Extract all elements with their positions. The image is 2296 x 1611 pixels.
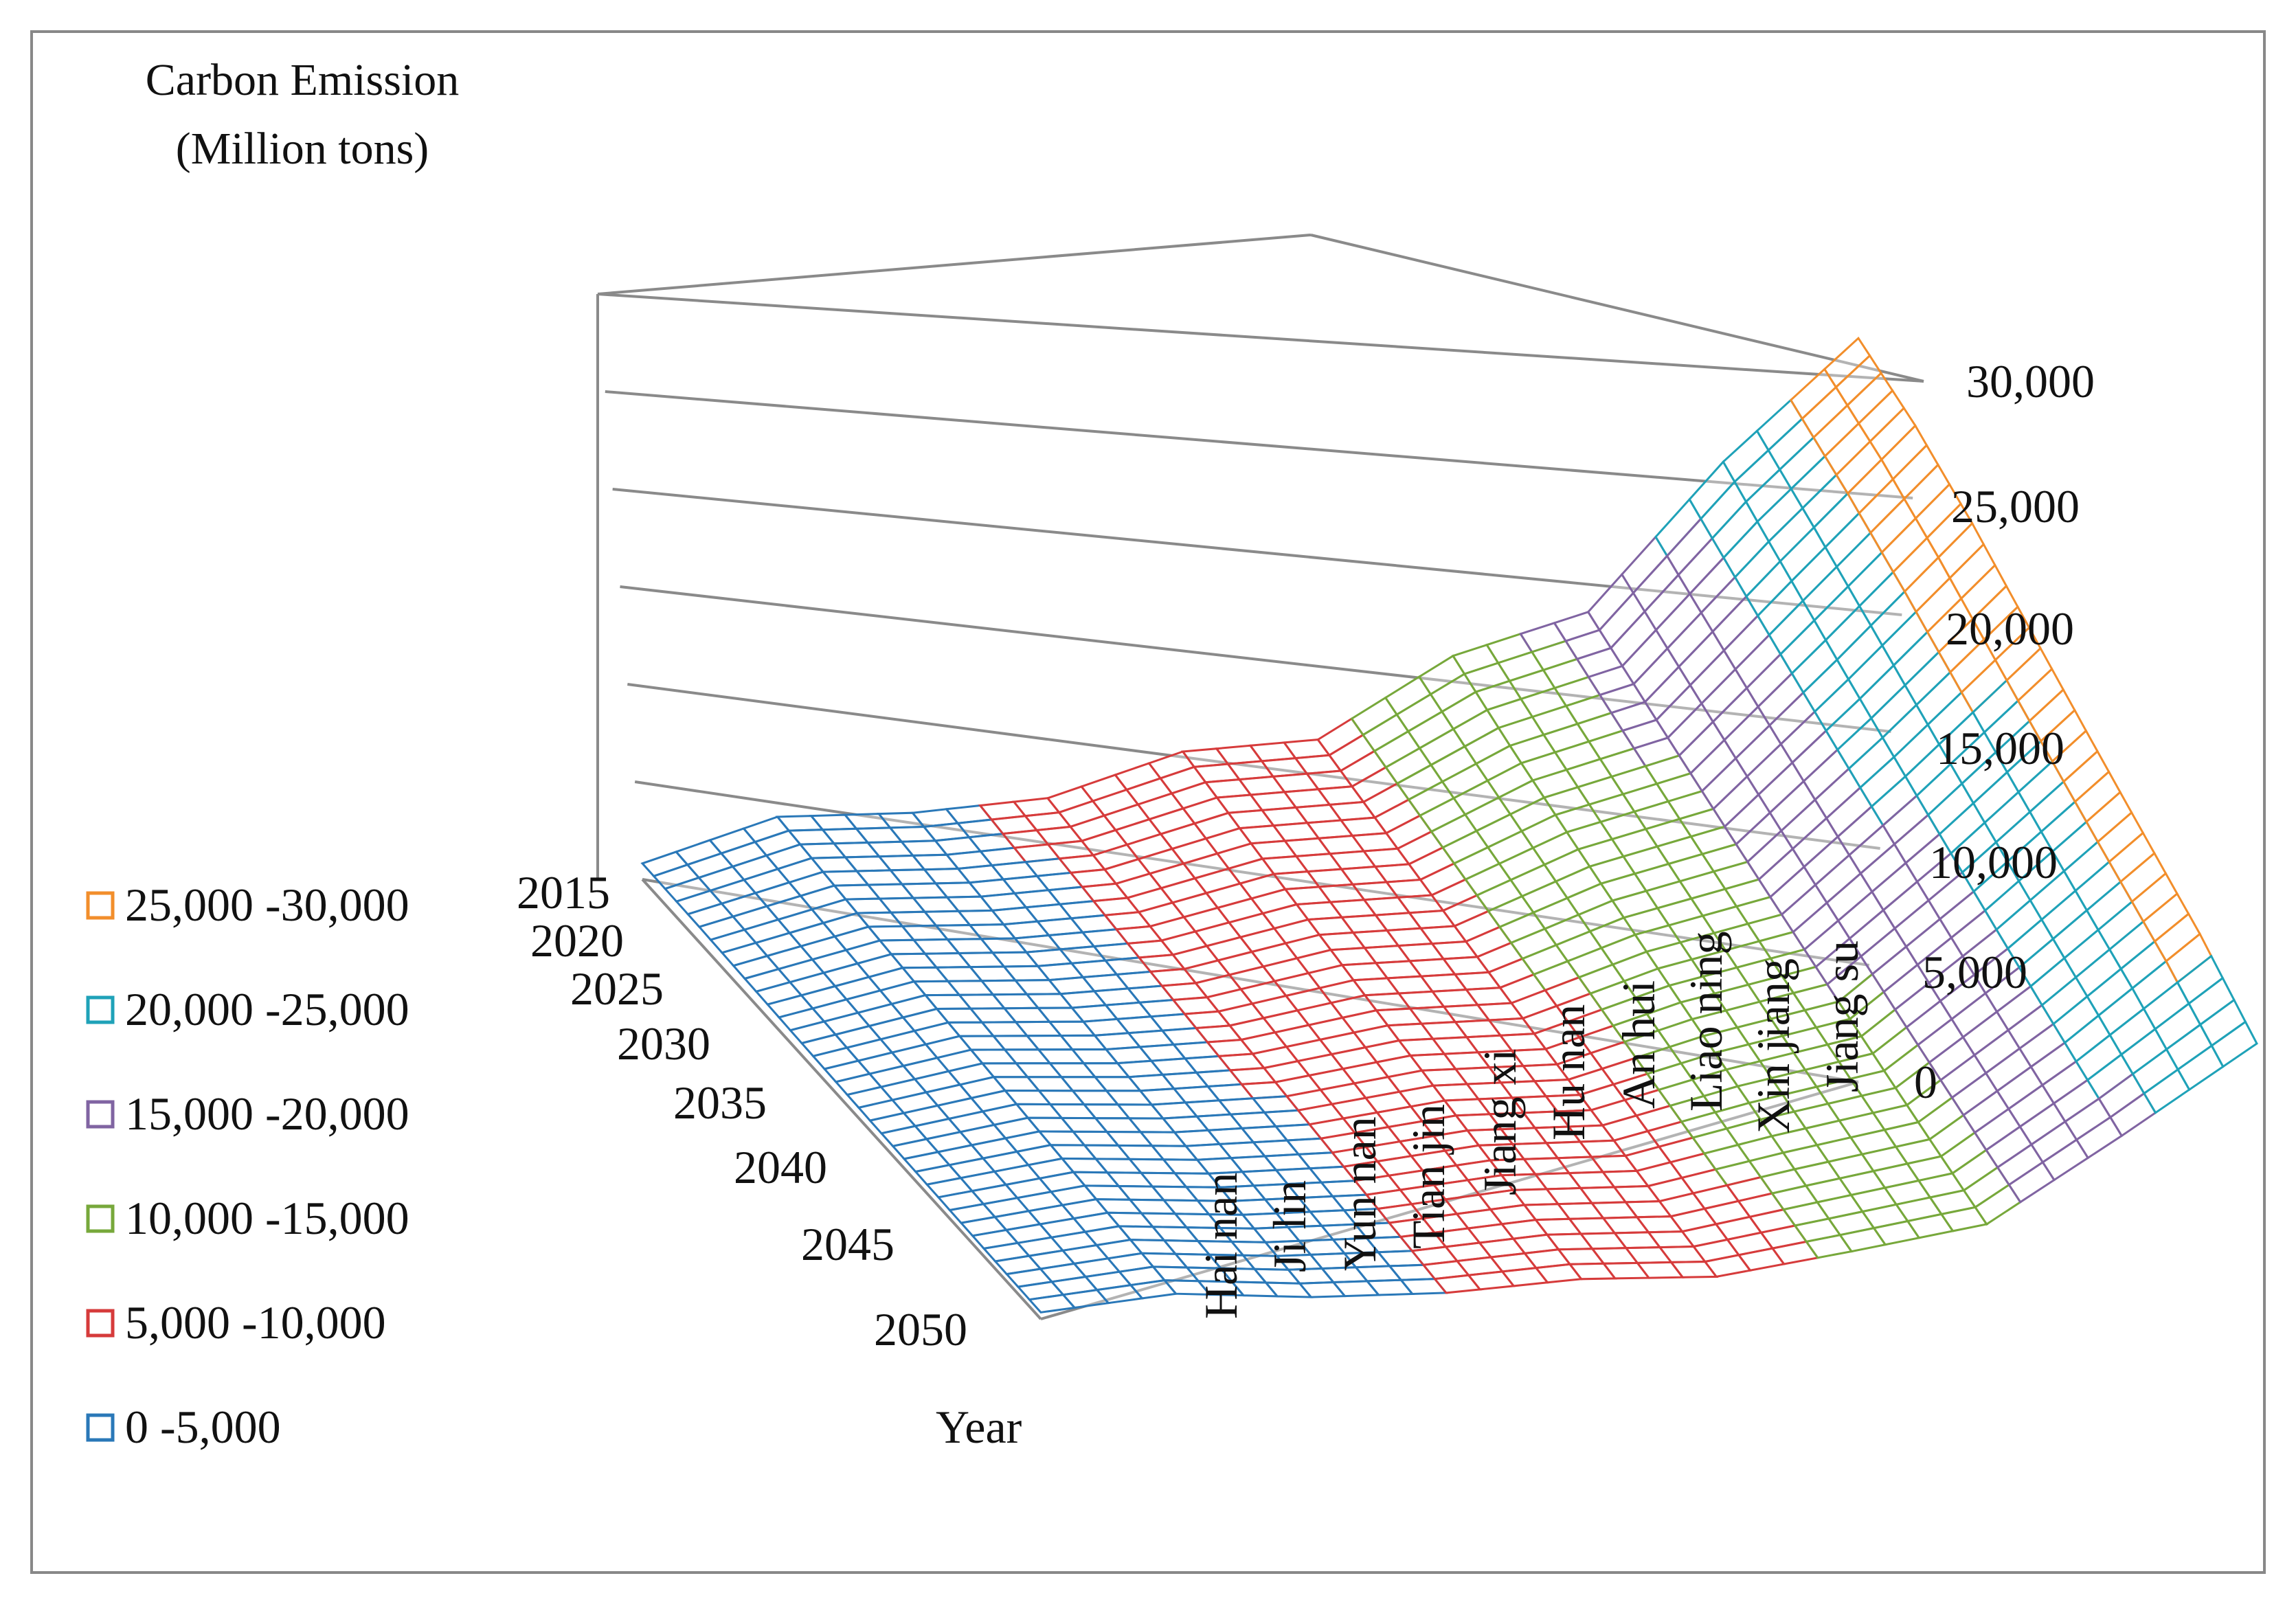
z-gridline — [612, 488, 1902, 616]
legend-swatch — [86, 1204, 115, 1233]
province-tick-label: Hu nan — [1542, 1004, 1595, 1140]
z-axis-title-line2: (Million tons) — [176, 124, 429, 174]
z-gridline — [605, 390, 1913, 499]
z-gridline — [620, 585, 1891, 733]
z-axis-title-line1: Carbon Emission — [146, 55, 460, 105]
surface-cell — [2210, 1020, 2258, 1068]
year-axis-title: Year — [936, 1401, 1022, 1453]
year-tick-label: 2035 — [673, 1077, 767, 1129]
z-tick-label: 30,000 — [1966, 355, 2095, 407]
year-tick-label: 2015 — [517, 866, 610, 919]
z-tick-label: 0 — [1914, 1056, 1937, 1108]
legend-label: 25,000 -30,000 — [125, 879, 409, 931]
legend-swatch — [86, 891, 115, 920]
legend-swatch — [86, 1309, 115, 1338]
legend-label: 15,000 -20,000 — [125, 1088, 409, 1140]
z-gridline — [634, 780, 1870, 967]
province-axis-tick-labels: Hai nan Ji lin Yun nan Tian jin Jiang xi… — [1195, 931, 1868, 1319]
z-tick-label: 15,000 — [1936, 722, 2064, 774]
side-top-edge — [1310, 234, 1924, 383]
z-gridline — [642, 878, 1859, 1083]
year-axis-tick-labels: 2015 2020 2025 2030 2035 2040 2045 2050 — [517, 866, 967, 1355]
province-tick-label: Tian jin — [1402, 1104, 1454, 1249]
legend-label: 20,000 -25,000 — [125, 983, 409, 1035]
province-tick-label: Liao ning — [1680, 931, 1732, 1112]
legend-swatch — [86, 1413, 115, 1442]
legend-label: 10,000 -15,000 — [125, 1192, 409, 1244]
year-tick-label: 2040 — [734, 1141, 827, 1193]
province-tick-label: Hai nan — [1195, 1173, 1247, 1319]
province-tick-label: Xin jiang — [1747, 958, 1799, 1134]
province-tick-label: An hui — [1612, 980, 1665, 1109]
surface-mesh — [640, 337, 2258, 1314]
z-axis-tick-labels: 30,000 25,000 20,000 15,000 10,000 5,000… — [1914, 355, 2095, 1108]
back-top-edge — [597, 234, 1312, 295]
z-tick-label: 25,000 — [1951, 480, 2080, 532]
legend-swatch — [86, 995, 115, 1024]
z-gridline — [597, 293, 1924, 383]
legend-label: 5,000 -10,000 — [125, 1296, 386, 1349]
year-tick-label: 2050 — [874, 1303, 967, 1355]
year-axis-line — [641, 878, 1042, 1320]
year-tick-label: 2020 — [530, 914, 624, 967]
province-tick-label: Ji lin — [1263, 1180, 1316, 1272]
legend-label: 0 -5,000 — [125, 1401, 281, 1453]
z-tick-label: 10,000 — [1929, 836, 2058, 888]
year-tick-label: 2030 — [617, 1017, 710, 1070]
legend-swatch — [86, 1100, 115, 1129]
legend: 25,000 -30,000 20,000 -25,000 15,000 -20… — [86, 879, 409, 1453]
axis-walls — [596, 234, 1924, 1320]
z-tick-label: 5,000 — [1922, 946, 2027, 998]
year-tick-label: 2025 — [570, 962, 664, 1015]
year-tick-label: 2045 — [801, 1218, 894, 1270]
province-tick-label: Yun nan — [1333, 1116, 1386, 1271]
province-tick-label: Jiang xi — [1474, 1049, 1526, 1195]
province-tick-label: Jiang su — [1816, 940, 1868, 1092]
z-tick-label: 20,000 — [1946, 602, 2074, 655]
